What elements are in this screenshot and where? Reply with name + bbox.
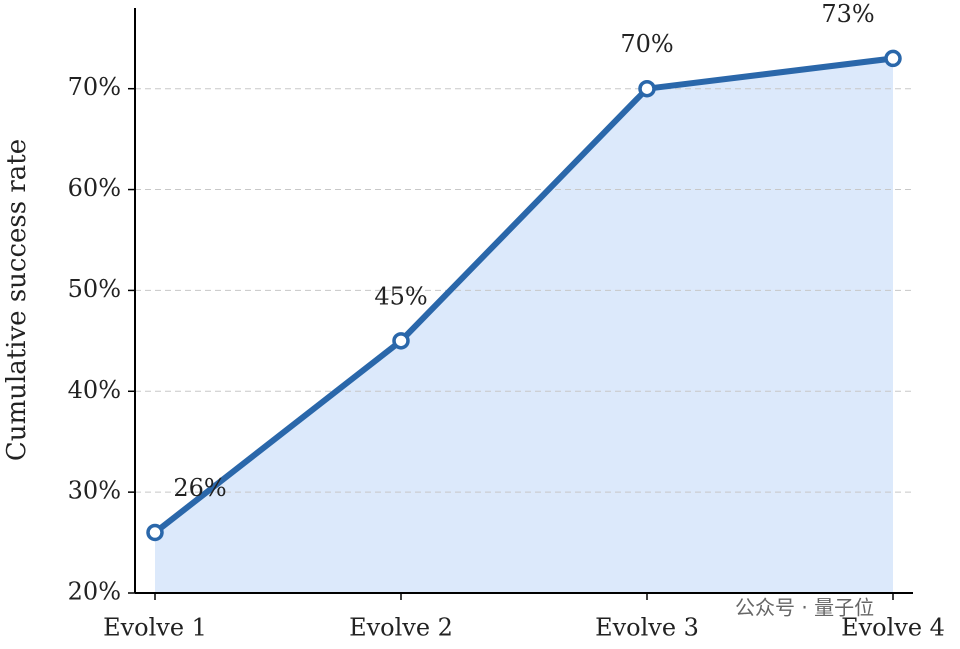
- value-label: 70%: [620, 30, 673, 58]
- point: [392, 332, 410, 350]
- y-axis-label: Cumulative success rate: [2, 139, 32, 461]
- y-tick-label: 40%: [68, 376, 121, 404]
- line: [153, 55, 894, 535]
- x-tick-label: Evolve 3: [595, 614, 699, 642]
- y-tick-label: 50%: [68, 275, 121, 303]
- x-tick-label: Evolve 1: [103, 614, 207, 642]
- value-label: 73%: [821, 0, 874, 28]
- y-tick-label: 60%: [68, 174, 121, 202]
- y-tick-label: 70%: [68, 73, 121, 101]
- y-tick-label: 30%: [68, 477, 121, 505]
- value-label: 26%: [173, 474, 226, 502]
- y-tick-label: 20%: [68, 578, 121, 606]
- value-label: 45%: [374, 282, 427, 310]
- point: [884, 49, 902, 68]
- point: [638, 79, 656, 98]
- x-tick-label: Evolve 4: [841, 614, 945, 642]
- watermark: 公众号 · 量子位: [735, 596, 874, 620]
- point: [146, 523, 164, 542]
- x-tick-label: Evolve 2: [349, 614, 453, 642]
- area: [155, 58, 893, 594]
